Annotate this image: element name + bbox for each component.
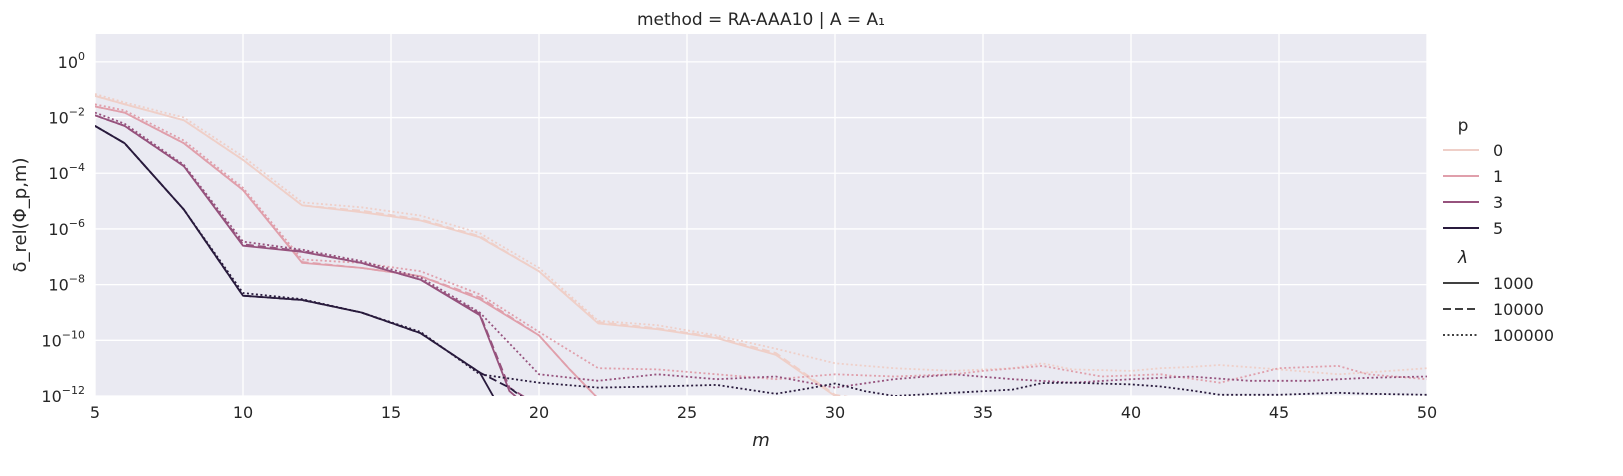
- y-axis-title: δ_rel(Φ_p,m): [10, 158, 31, 273]
- x-axis-title: m: [752, 430, 770, 451]
- x-tick-labels: 5 10 15 20 25 30 35 40 45 50: [90, 403, 1437, 422]
- y-tick-label: 10−6: [48, 217, 85, 239]
- x-tick-label: 35: [973, 403, 993, 422]
- y-tick-label: 100: [58, 50, 85, 72]
- y-tick-label: 10−10: [41, 328, 85, 350]
- x-tick-label: 20: [529, 403, 549, 422]
- chart-title: method = RA-AAA10 | A = A₁: [637, 10, 885, 30]
- x-tick-label: 50: [1417, 403, 1437, 422]
- x-tick-label: 40: [1121, 403, 1141, 422]
- legend-hue-title: p: [1458, 116, 1469, 136]
- y-tick-label: 10−2: [48, 106, 85, 128]
- legend-hue-label: 0: [1493, 141, 1503, 160]
- legend-style-title: λ: [1457, 248, 1468, 268]
- x-tick-label: 45: [1269, 403, 1289, 422]
- y-tick-label: 10−4: [48, 161, 85, 183]
- x-tick-label: 5: [90, 403, 100, 422]
- y-tick-label: 10−12: [41, 384, 85, 406]
- legend: p 0 1 3 5 λ 1000 10000 100000: [1443, 116, 1554, 345]
- x-tick-label: 15: [381, 403, 401, 422]
- x-tick-label: 10: [233, 403, 253, 422]
- series-lines: [95, 93, 1427, 396]
- series-line-p1-lambda100000: [95, 103, 1427, 384]
- y-tick-label: 10−8: [48, 273, 85, 295]
- legend-style-label: 100000: [1493, 326, 1554, 345]
- grid: [94, 34, 1428, 397]
- legend-hue-label: 3: [1493, 193, 1503, 212]
- legend-style-label: 1000: [1493, 274, 1534, 293]
- legend-hue-label: 1: [1493, 167, 1503, 186]
- series-line-p1-lambda10000: [95, 105, 597, 396]
- x-tick-label: 30: [825, 403, 845, 422]
- legend-style-label: 10000: [1493, 300, 1544, 319]
- legend-hue-label: 5: [1493, 219, 1503, 238]
- series-line-p0-lambda10000: [95, 95, 849, 396]
- x-tick-label: 25: [677, 403, 697, 422]
- y-tick-labels: 100 10−2 10−4 10−6 10−8 10−10 10−12: [41, 50, 85, 406]
- series-line-p3-lambda10000: [95, 114, 525, 396]
- series-line-p0-lambda100000: [95, 93, 1427, 376]
- plot-background: [95, 34, 1427, 396]
